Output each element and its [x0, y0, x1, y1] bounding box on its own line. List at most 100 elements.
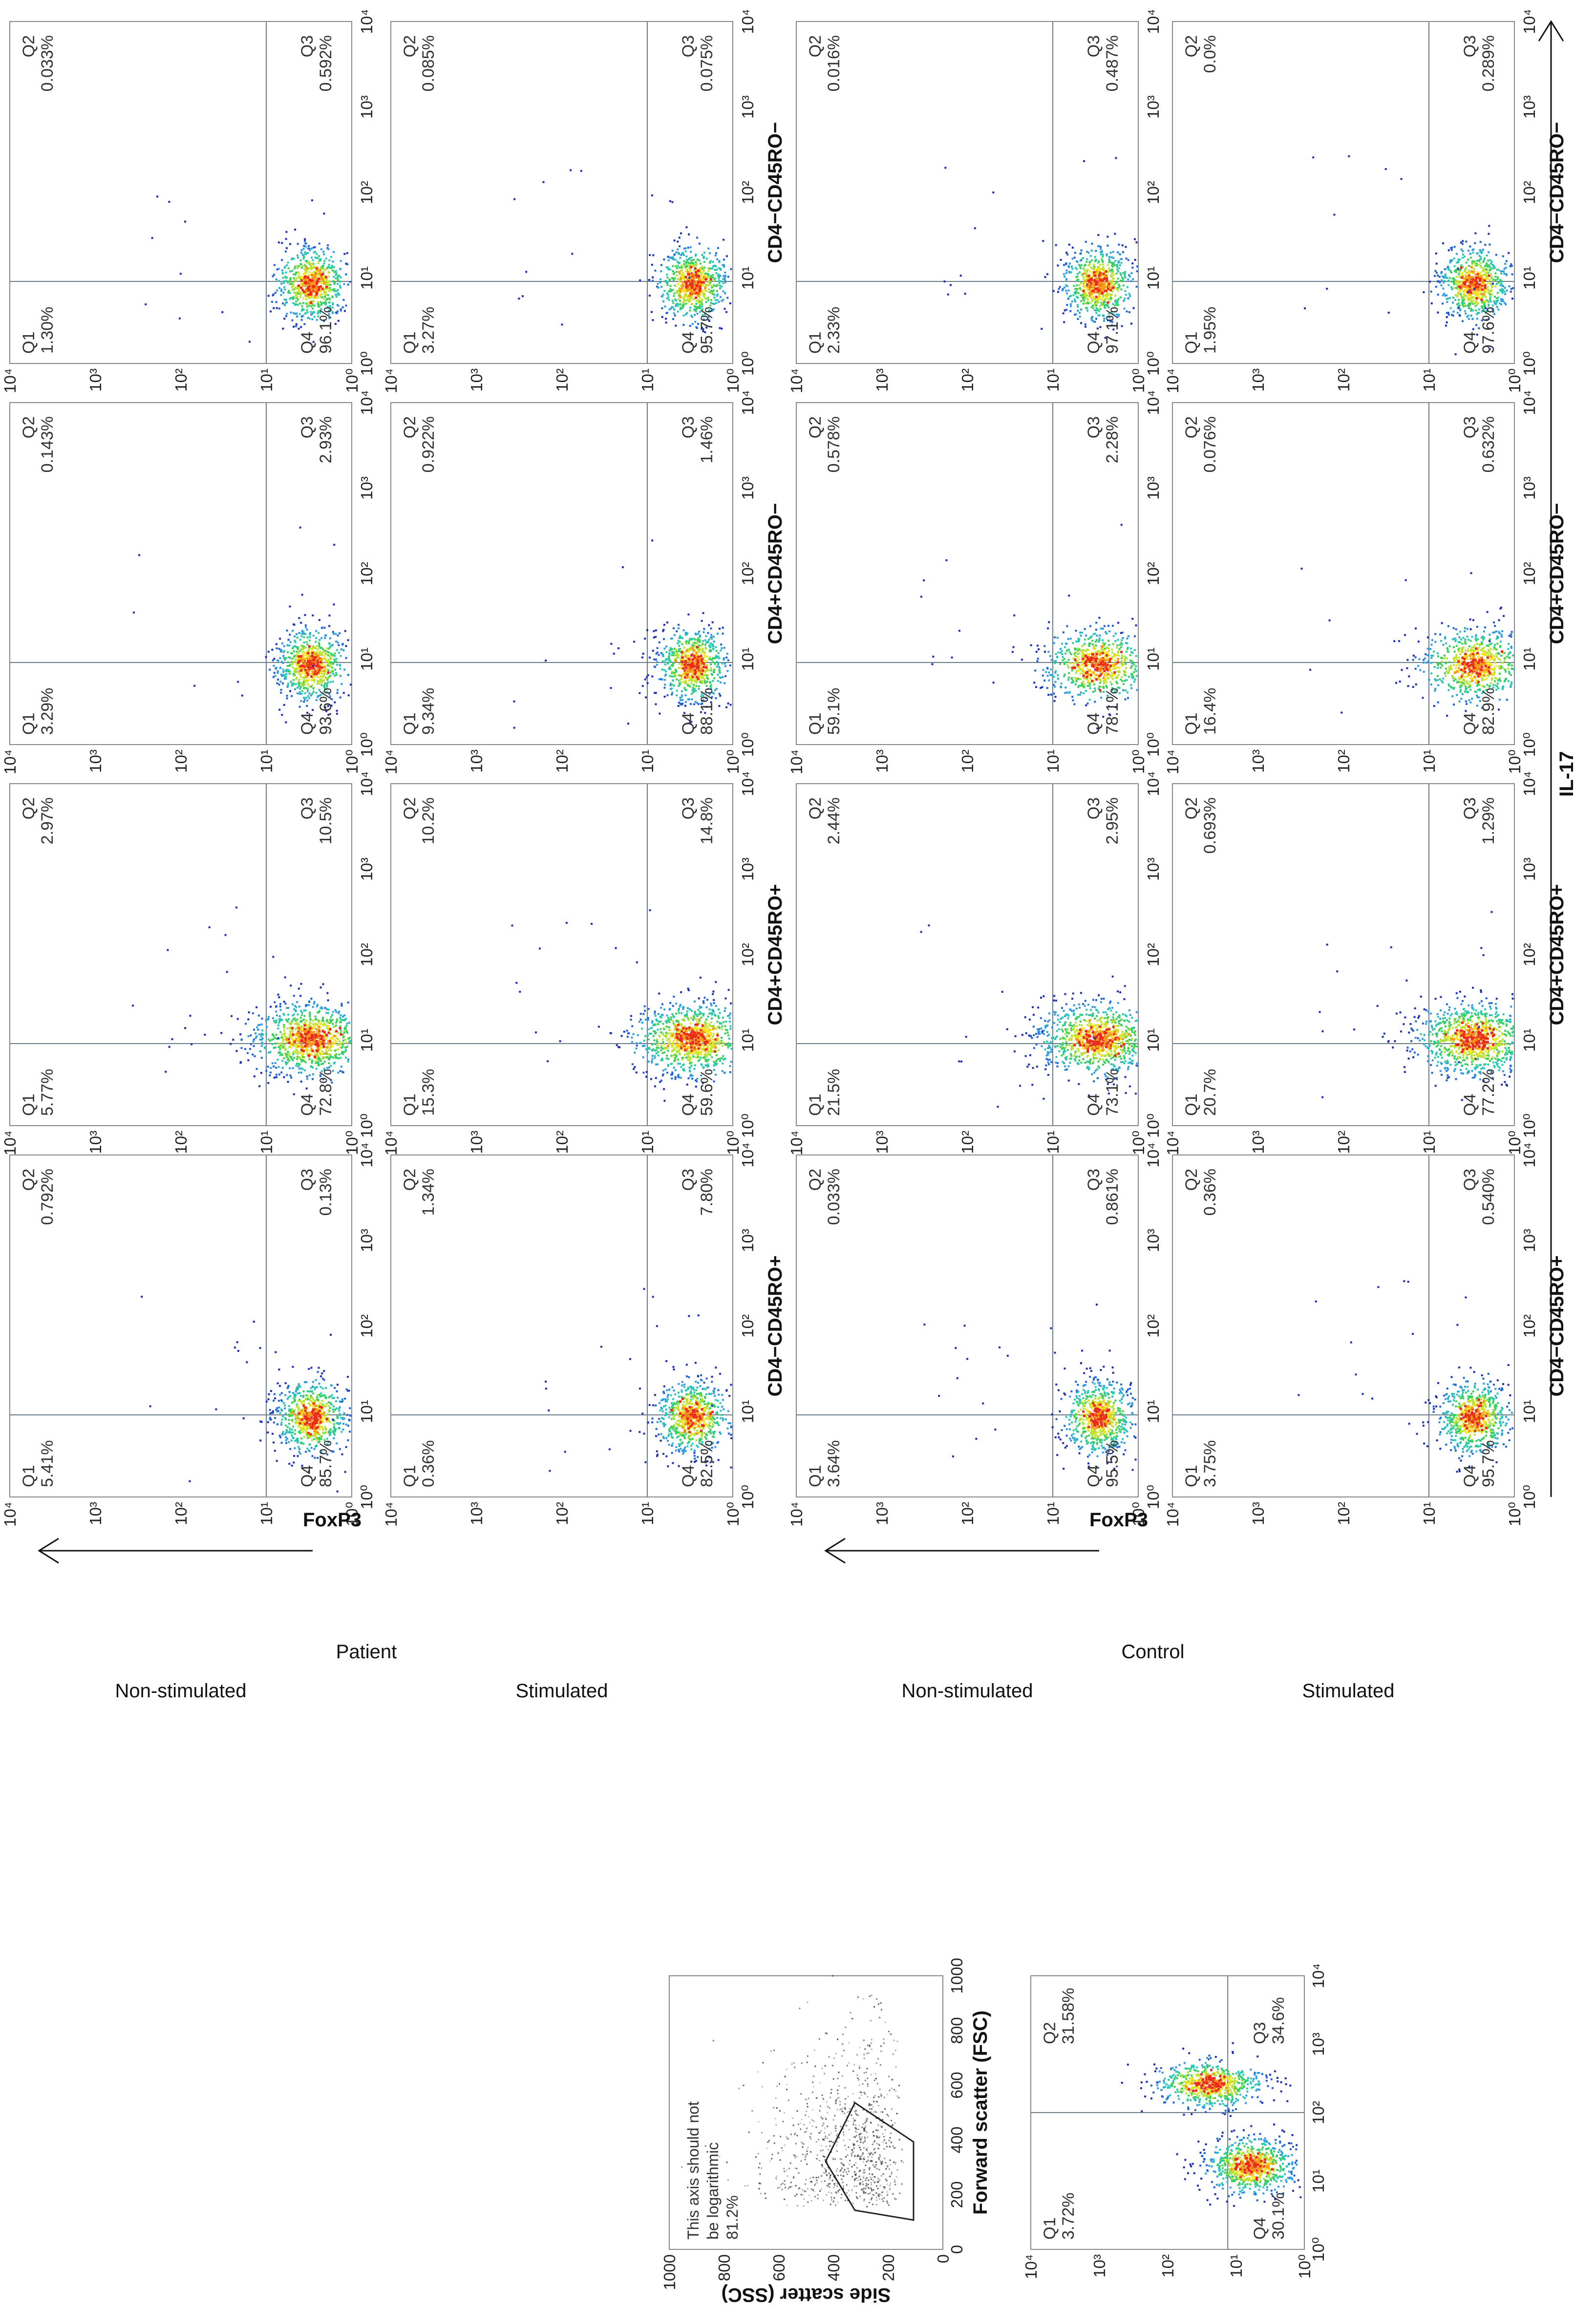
q1-percent: 5.77% — [38, 1069, 57, 1116]
y-tick-label: 10² — [958, 749, 977, 773]
q3-label: Q3 — [679, 1169, 698, 1191]
q1-label: Q1 — [806, 332, 825, 354]
y-tick-label: 10⁰ — [343, 749, 361, 774]
y-tick-label: 10³ — [873, 1502, 891, 1525]
y-tick-label: 10² — [172, 749, 190, 773]
group-label: Patient — [336, 1641, 397, 1663]
q2-label: Q2 — [20, 1169, 38, 1191]
q2-label: Q2 — [806, 416, 825, 438]
q2-percent: 0.792% — [38, 1169, 57, 1225]
q2-percent: 10.2% — [419, 797, 438, 844]
cd4-y-tick: 10⁰ — [1296, 2254, 1314, 2279]
x-tick-label: 10⁴ — [1144, 390, 1162, 415]
q1-label: Q1 — [20, 332, 38, 354]
y-tick-label: 10¹ — [1044, 368, 1062, 392]
q4-label: Q4 — [679, 1465, 698, 1487]
x-tick-label: 10² — [1520, 181, 1538, 204]
q2-label: Q2 — [20, 35, 38, 57]
x-tick-label: 10¹ — [1144, 1400, 1162, 1423]
panel-frame — [796, 402, 1139, 745]
q3-label: Q3 — [298, 797, 317, 819]
x-tick-label: 10² — [358, 943, 376, 966]
cd4-x-tick: 10³ — [1309, 2032, 1327, 2056]
x-tick-label: 10⁴ — [739, 771, 757, 796]
q2-label: Q2 — [1182, 797, 1201, 819]
x-tick-label: 10² — [1144, 1314, 1162, 1338]
y-tick-label: 10⁴ — [1, 1502, 19, 1527]
x-tick-label: 10² — [739, 562, 757, 585]
x-tick-label: 10² — [1144, 181, 1162, 204]
subset-label: CD4−CD45RO+ — [765, 1255, 786, 1396]
il17-axis-label: IL-17 — [1556, 751, 1577, 796]
fsc-tick: 400 — [948, 2126, 966, 2153]
cd4-quadrant-name: Q4 — [1251, 2218, 1269, 2240]
x-tick-label: 10³ — [1144, 95, 1162, 119]
q4-percent: 85.7% — [317, 1440, 335, 1487]
q2-percent: 0.143% — [38, 416, 57, 472]
x-tick-label: 10³ — [1144, 857, 1162, 881]
q2-percent: 2.44% — [825, 797, 843, 844]
y-tick-label: 10⁰ — [724, 1131, 742, 1155]
q4-percent: 95.5% — [1103, 1440, 1122, 1487]
x-tick-label: 10⁰ — [739, 732, 757, 757]
y-tick-label: 10² — [172, 368, 190, 392]
panel-frame — [390, 402, 733, 745]
y-tick-label: 10² — [958, 368, 977, 392]
y-tick-label: 10⁰ — [1506, 368, 1524, 393]
y-tick-label: 10¹ — [257, 1502, 276, 1525]
y-tick-label: 10² — [1335, 1502, 1353, 1525]
ssc-tick: 0 — [934, 2254, 952, 2263]
q1-percent: 3.27% — [419, 307, 438, 354]
q4-percent: 77.2% — [1479, 1069, 1498, 1116]
q1-label: Q1 — [806, 1465, 825, 1487]
x-tick-label: 10⁰ — [1144, 732, 1162, 757]
y-tick-label: 10² — [553, 368, 571, 392]
panel-frame — [9, 21, 352, 364]
y-tick-label: 10⁴ — [382, 368, 400, 393]
fsc-ssc-gating-panel: This axis should not be logarithmic 81.2% 0… — [660, 1958, 991, 2306]
y-tick-label: 10² — [958, 1502, 977, 1525]
q1-percent: 16.4% — [1201, 688, 1219, 735]
y-tick-label: 10⁰ — [343, 368, 361, 393]
q1-percent: 20.7% — [1201, 1069, 1219, 1116]
x-tick-label: 10² — [1144, 943, 1162, 966]
q4-percent: 97.1% — [1103, 307, 1122, 354]
x-tick-label: 10⁰ — [358, 732, 376, 757]
q3-percent: 0.632% — [1479, 416, 1498, 472]
fsc-ssc-frame — [669, 1975, 943, 2250]
x-tick-label: 10¹ — [739, 1028, 757, 1052]
subset-label: CD4+CD45RO+ — [1546, 884, 1568, 1025]
y-tick-label: 10³ — [468, 749, 486, 773]
x-tick-label: 10¹ — [739, 266, 757, 290]
ssc-tick: 400 — [825, 2254, 843, 2281]
fsc-tick: 0 — [948, 2245, 966, 2254]
q1-percent: 59.1% — [825, 688, 843, 735]
y-tick-label: 10⁴ — [382, 1131, 400, 1155]
y-tick-label: 10⁴ — [787, 1131, 806, 1155]
y-tick-label: 10⁰ — [1129, 1502, 1148, 1526]
x-tick-label: 10³ — [1520, 476, 1538, 500]
q2-percent: 0.693% — [1201, 797, 1219, 854]
x-tick-label: 10³ — [739, 1229, 757, 1252]
y-tick-label: 10² — [1335, 749, 1353, 773]
x-tick-label: 10³ — [358, 1229, 376, 1252]
q1-label: Q1 — [401, 332, 419, 354]
q2-percent: 0.033% — [825, 1169, 843, 1225]
ssc-axis-label: Side scatter (SSC) — [722, 2284, 891, 2306]
q2-label: Q2 — [806, 797, 825, 819]
y-tick-label: 10⁴ — [1164, 1131, 1182, 1155]
x-tick-label: 10⁴ — [358, 390, 376, 415]
q1-percent: 1.95% — [1201, 307, 1219, 354]
x-tick-label: 10⁰ — [739, 1113, 757, 1138]
panel-frame — [9, 402, 352, 745]
q3-percent: 0.592% — [317, 35, 335, 91]
x-tick-label: 10⁴ — [739, 390, 757, 415]
panel-frame — [796, 21, 1139, 364]
y-tick-label: 10⁰ — [1129, 749, 1148, 774]
q3-label: Q3 — [1085, 416, 1103, 438]
y-tick-label: 10⁰ — [724, 1502, 742, 1526]
